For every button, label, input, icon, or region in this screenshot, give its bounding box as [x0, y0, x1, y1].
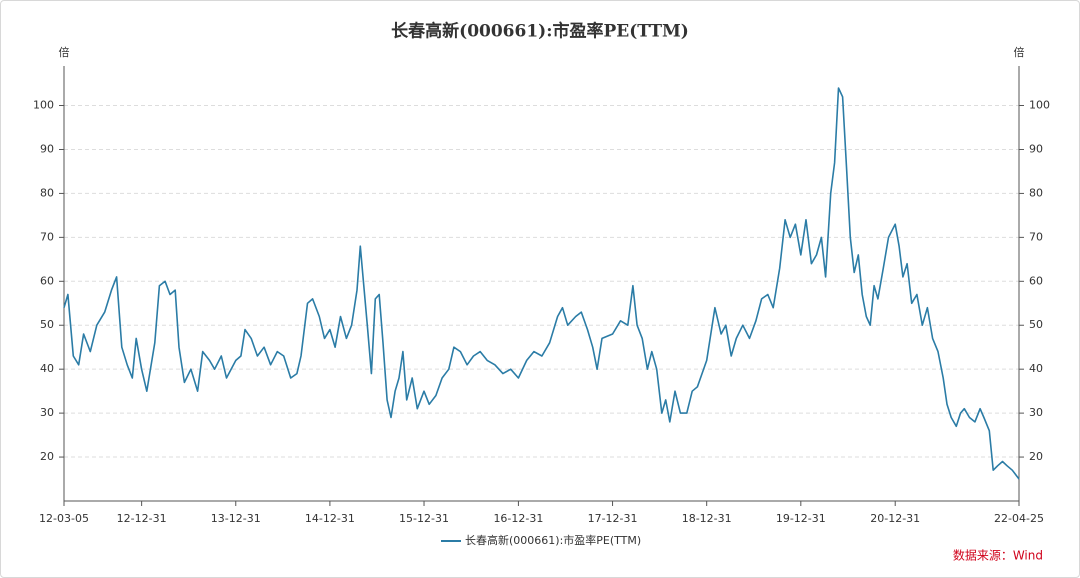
- x-tick-label: 18-12-31: [682, 512, 732, 525]
- y2-tick-label: 20: [1029, 450, 1043, 463]
- y2-tick-label: 30: [1029, 406, 1043, 419]
- x-tick-label: 15-12-31: [399, 512, 449, 525]
- y-tick-label: 40: [40, 362, 54, 375]
- legend-label: 长春高新(000661):市盈率PE(TTM): [465, 533, 641, 547]
- x-tick-label: 13-12-31: [211, 512, 261, 525]
- y2-tick-label: 60: [1029, 274, 1043, 287]
- y-tick-label: 50: [40, 318, 54, 331]
- y-tick-label: 60: [40, 274, 54, 287]
- y2-tick-label: 40: [1029, 362, 1043, 375]
- x-tick-label: 16-12-31: [493, 512, 543, 525]
- x-tick-label: 12-12-31: [117, 512, 167, 525]
- y-tick-label: 20: [40, 450, 54, 463]
- y-tick-label: 70: [40, 230, 54, 243]
- y2-tick-label: 70: [1029, 230, 1043, 243]
- series-line: [63, 87, 1020, 480]
- y2-unit: 倍: [1014, 45, 1025, 59]
- y-tick-label: 100: [33, 99, 54, 112]
- x-tick-label: 20-12-31: [870, 512, 920, 525]
- y2-tick-label: 80: [1029, 186, 1043, 199]
- y2-tick-label: 50: [1029, 318, 1043, 331]
- x-tick-label: 12-03-05: [39, 512, 89, 525]
- y2-tick-label: 100: [1029, 99, 1050, 112]
- y-tick-label: 30: [40, 406, 54, 419]
- x-tick-label: 14-12-31: [305, 512, 355, 525]
- x-tick-label: 22-04-25: [994, 512, 1044, 525]
- y-unit: 倍: [59, 45, 70, 59]
- y-tick-label: 90: [40, 142, 54, 155]
- y-tick-label: 80: [40, 186, 54, 199]
- x-tick-label: 17-12-31: [588, 512, 638, 525]
- chart-title: 长春高新(000661):市盈率PE(TTM): [391, 21, 689, 42]
- source-note: 数据来源：Wind: [953, 548, 1043, 563]
- x-tick-label: 19-12-31: [776, 512, 826, 525]
- y2-tick-label: 90: [1029, 142, 1043, 155]
